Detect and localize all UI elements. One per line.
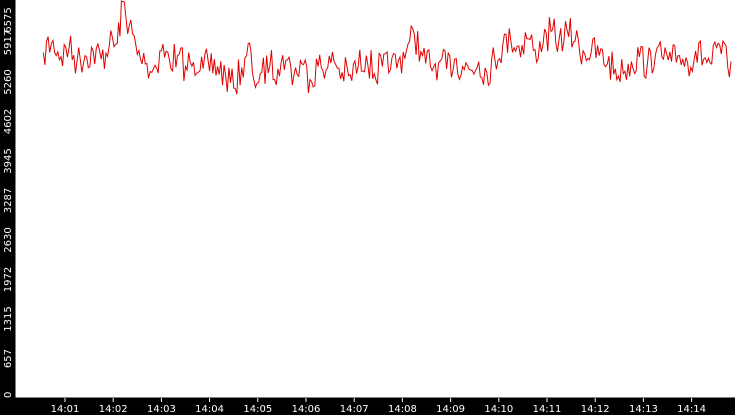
y-tick-label: 6575 (3, 7, 14, 32)
y-tick-label: 4602 (3, 109, 14, 134)
x-tick-label: 14:13 (629, 404, 658, 415)
x-tick-label: 14:01 (51, 404, 80, 415)
y-tick-label: 3287 (3, 188, 14, 213)
x-tick-label: 14:04 (195, 404, 224, 415)
y-tick-label: 1315 (3, 306, 14, 331)
series-layer (42, 0, 732, 95)
ticks-layer: 0 657 1315 1972 2630 3287 3945 4602 5260 59176575… (3, 7, 706, 415)
y-tick-label: 0 (3, 392, 14, 398)
x-tick-label: 14:10 (484, 404, 513, 415)
x-tick-label: 14:06 (292, 404, 321, 415)
x-tick-label: 14:05 (243, 404, 272, 415)
x-axis-panel (0, 398, 735, 415)
y-tick-label: 2630 (3, 227, 14, 252)
x-tick-label: 14:09 (436, 404, 465, 415)
y-tick-label: 5260 (3, 69, 14, 94)
y-tick-label: 1972 (3, 267, 14, 292)
y-tick-label: 657 (3, 349, 14, 368)
y-tick-label: 3945 (3, 148, 14, 173)
y-axis-panel (0, 0, 15, 400)
y-tick-label: 5917 (3, 30, 14, 55)
x-tick-label: 14:14 (677, 404, 706, 415)
series-line (42, 0, 732, 95)
x-tick-label: 14:03 (147, 404, 176, 415)
x-tick-label: 14:07 (340, 404, 369, 415)
x-tick-label: 14:08 (388, 404, 417, 415)
x-tick-label: 14:12 (581, 404, 610, 415)
x-tick-label: 14:02 (99, 404, 128, 415)
x-tick-label: 14:11 (533, 404, 562, 415)
